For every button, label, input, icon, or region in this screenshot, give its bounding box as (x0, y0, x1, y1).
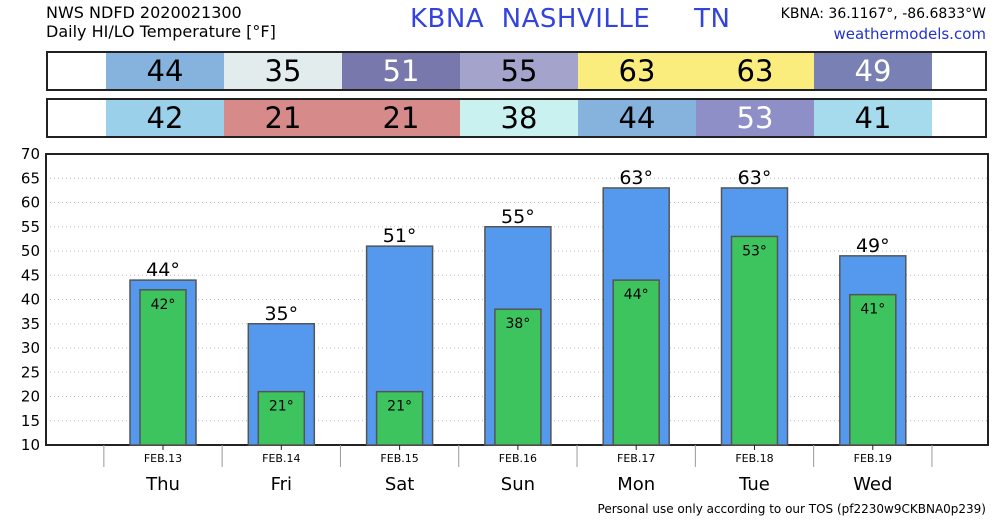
site-link[interactable]: weathermodels.com (833, 25, 986, 43)
hi-data-label: 44° (146, 259, 180, 281)
lo-strip-cell-sun: 38 (460, 100, 578, 136)
x-date-label: FEB.13 (144, 452, 182, 465)
lo-bar-fri (257, 390, 306, 446)
x-day-label: Fri (271, 474, 292, 495)
lo-data-label: 21° (269, 399, 294, 415)
x-day-label: Sun (501, 474, 535, 495)
lo-strip-cell-sat: 21 (342, 100, 460, 136)
y-tick-label: 30 (21, 339, 40, 357)
hi-strip-cell-wed: 49 (814, 53, 932, 89)
hi-temperature-strip: 44 35 51 55 63 63 49 (46, 51, 987, 91)
y-tick-label: 35 (21, 315, 40, 333)
lo-data-label: 42° (151, 297, 176, 313)
lo-data-label: 21° (387, 399, 412, 415)
hi-data-label: 55° (501, 206, 535, 228)
lo-data-label: 41° (860, 302, 885, 318)
y-tick-label: 60 (21, 194, 40, 212)
model-run-label: NWS NDFD 2020021300 (46, 3, 242, 22)
hi-data-label: 35° (264, 303, 298, 325)
chart-subtitle: Daily HI/LO Temperature [°F] (46, 22, 276, 41)
x-day-label: Sat (385, 474, 415, 495)
x-date-label: FEB.15 (380, 452, 418, 465)
lo-bar-sun (494, 308, 542, 446)
header-left: NWS NDFD 2020021300 Daily HI/LO Temperat… (46, 3, 276, 41)
x-date-label: FEB.19 (854, 452, 892, 465)
lo-bar-wed (849, 293, 897, 446)
lo-data-label: 53° (742, 243, 767, 259)
x-day-label: Thu (145, 474, 180, 495)
hi-data-label: 63° (738, 167, 772, 189)
footer-tos: Personal use only according to our TOS (… (597, 502, 986, 516)
lo-data-label: 44° (624, 287, 649, 303)
y-tick-label: 15 (21, 412, 40, 430)
lo-data-label: 38° (505, 316, 530, 332)
lo-strip-cell-fri: 21 (224, 100, 342, 136)
y-tick-label: 55 (21, 218, 40, 236)
x-day-label: Tue (738, 474, 770, 495)
x-date-label: FEB.17 (617, 452, 655, 465)
lo-strip-cell-mon: 44 (578, 100, 696, 136)
hi-strip-cell-sun: 55 (460, 53, 578, 89)
x-date-label: FEB.18 (735, 452, 773, 465)
lo-bar-thu (139, 289, 187, 446)
x-date-label: FEB.16 (499, 452, 537, 465)
lo-strip-cell-thu: 42 (106, 100, 224, 136)
hi-data-label: 49° (856, 235, 890, 257)
hi-strip-cell-mon: 63 (578, 53, 696, 89)
y-tick-label: 50 (21, 242, 40, 260)
station-coordinates: KBNA: 36.1167°, -86.6833°W (780, 6, 986, 22)
lo-strip-cell-tue: 53 (696, 100, 814, 136)
station-title: KBNA NASHVILLE TN (410, 4, 731, 34)
y-tick-label: 10 (21, 436, 40, 454)
hi-strip-cell-tue: 63 (696, 53, 814, 89)
y-tick-label: 45 (21, 266, 40, 284)
hi-data-label: 63° (619, 167, 653, 189)
y-tick-label: 65 (21, 169, 40, 187)
lo-temperature-strip: 42 21 21 38 44 53 41 (46, 98, 987, 138)
hi-strip-cell-thu: 44 (106, 53, 224, 89)
x-date-label: FEB.14 (262, 452, 300, 465)
header-right: KBNA: 36.1167°, -86.6833°W weathermodels… (781, 4, 986, 44)
y-tick-label: 40 (21, 291, 40, 309)
hi-strip-cell-fri: 35 (224, 53, 342, 89)
x-day-label: Mon (617, 474, 655, 495)
lo-strip-cell-wed: 41 (814, 100, 932, 136)
y-tick-label: 70 (21, 145, 40, 163)
y-tick-label: 20 (21, 388, 40, 406)
hi-strip-cell-sat: 51 (342, 53, 460, 89)
lo-bar-mon (612, 279, 660, 446)
hi-data-label: 51° (383, 225, 417, 247)
y-tick-label: 25 (21, 363, 40, 381)
lo-bar-tue (730, 235, 779, 446)
x-day-label: Wed (853, 474, 892, 495)
